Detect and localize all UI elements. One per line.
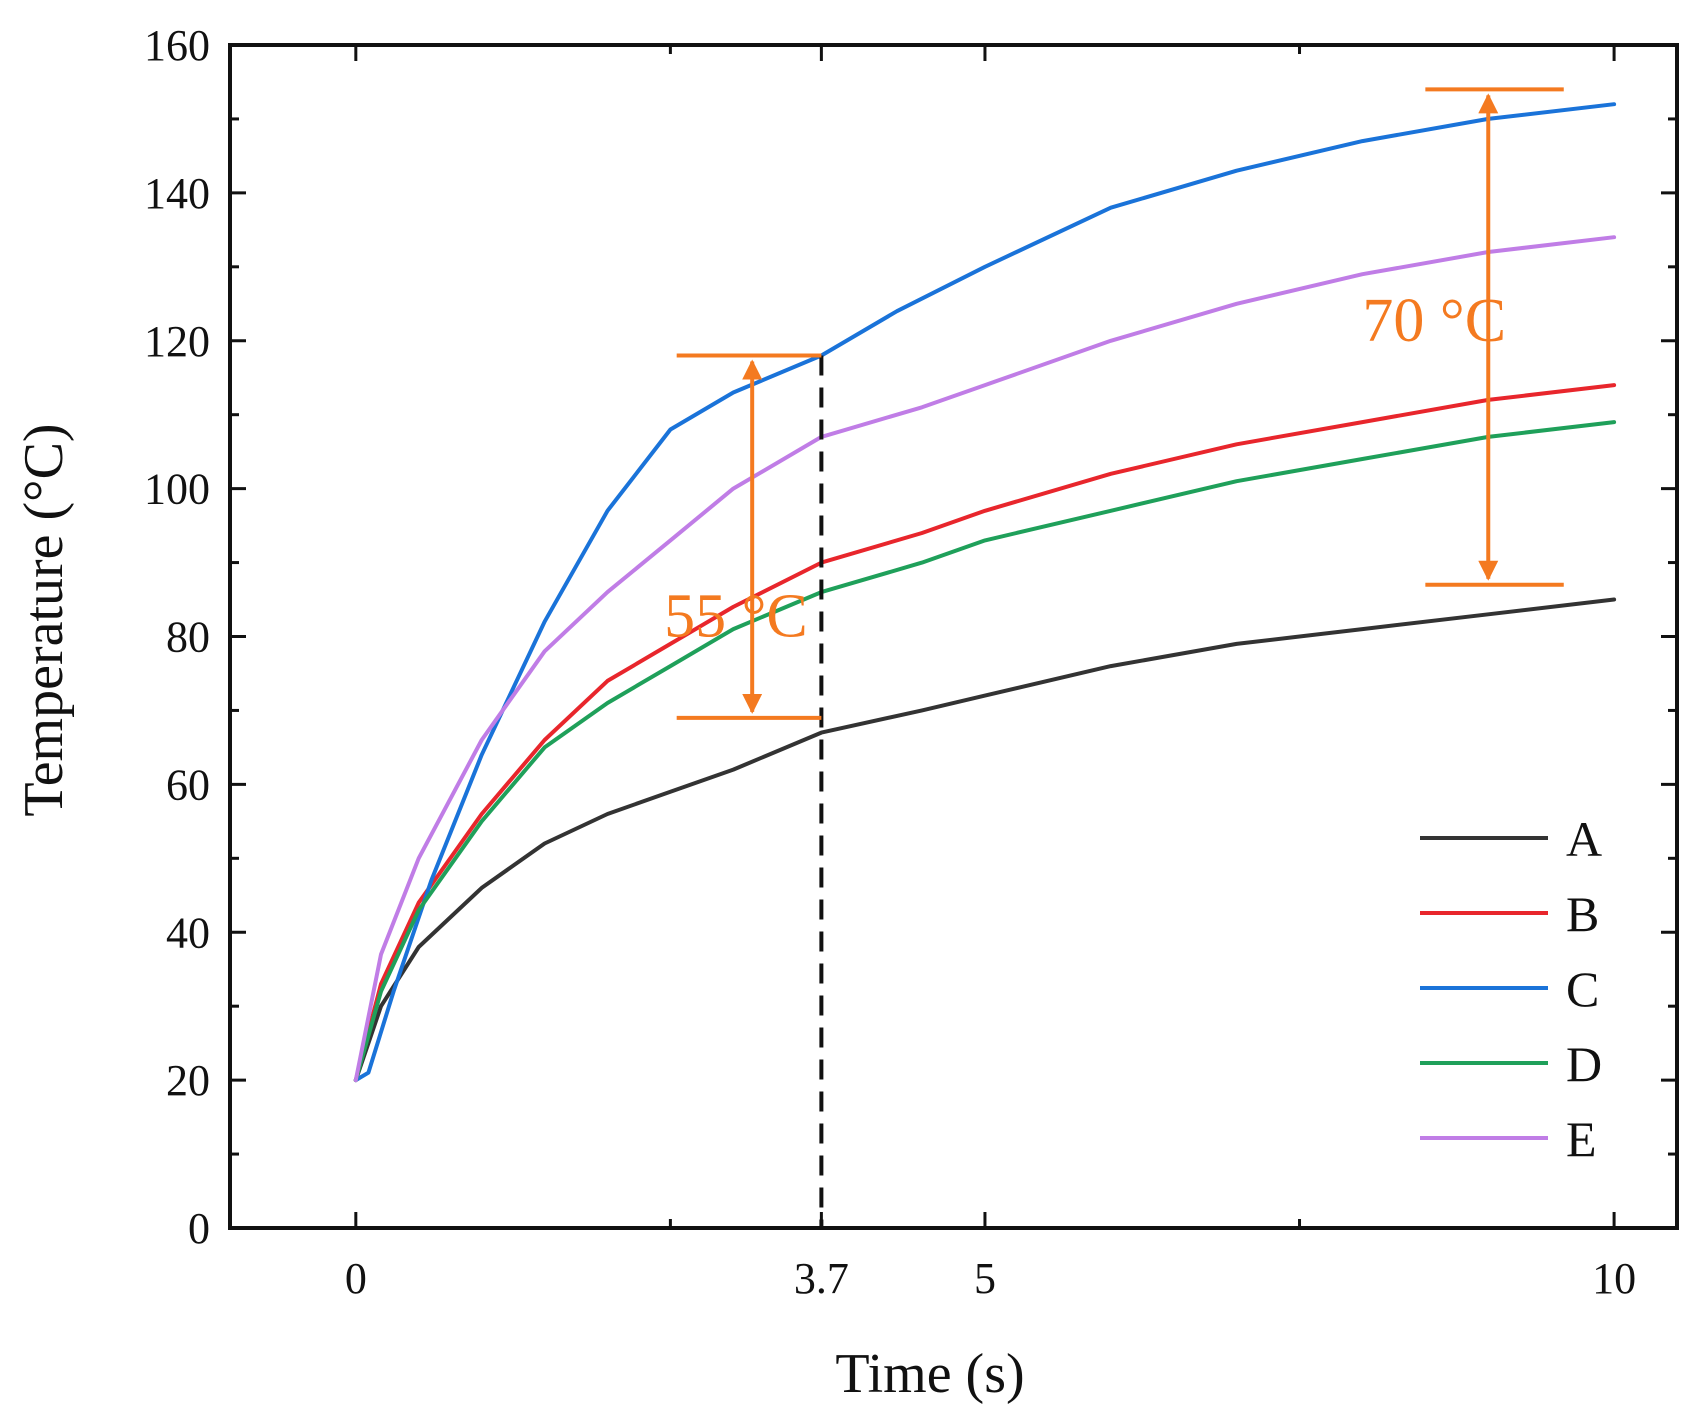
legend-label-d: D [1566,1036,1602,1092]
y-tick-label-0: 0 [188,1204,210,1253]
series-line-d [353,420,1617,1083]
series-line-a [353,597,1617,1083]
y-tick-label-4: 80 [166,613,210,662]
series-line-b [353,383,1617,1083]
y-tick-label-3: 60 [166,760,210,809]
y-tick-label-1: 20 [166,1056,210,1105]
legend-label-a: A [1566,811,1602,867]
x-tick-label-3: 10 [1592,1254,1636,1303]
legend-label-e: E [1566,1111,1597,1167]
y-tick-label-2: 40 [166,908,210,957]
x-tick-label-1: 3.7 [794,1254,849,1303]
y-axis-title: Temperature (°C) [13,423,75,816]
y-tick-label-6: 120 [144,317,210,366]
plot-frame [228,43,1679,1230]
axis-ticks [230,43,1677,1230]
legend-label-c: C [1566,961,1599,1017]
series-line-e [353,235,1617,1083]
legend-label-b: B [1566,886,1599,942]
y-tick-label-5: 100 [144,465,210,514]
annotations: 55 °C 70 °C [664,87,1564,1228]
y-tick-label-8: 160 [144,21,210,70]
range-0-label: 55 °C [664,583,808,651]
series-lines [353,102,1617,1083]
x-tick-label-2: 5 [974,1254,996,1303]
y-tick-label-7: 140 [144,169,210,218]
x-axis-title: Time (s) [835,1343,1024,1405]
series-line-c [353,102,1617,1083]
range-1-label: 70 °C [1362,287,1506,355]
x-tick-label-0: 0 [345,1254,367,1303]
